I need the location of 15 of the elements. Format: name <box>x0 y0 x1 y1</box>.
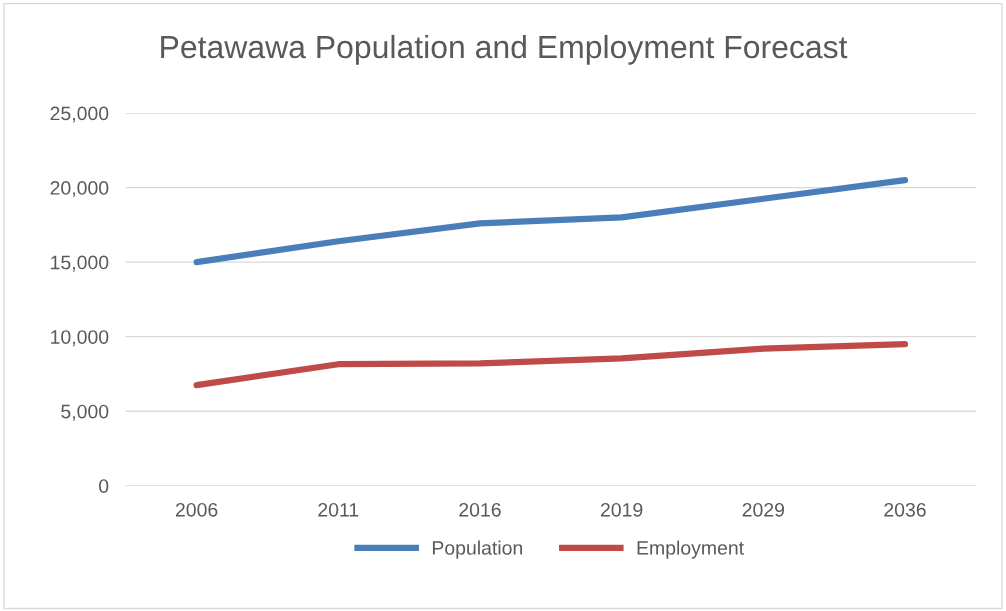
y-tick-label: 20,000 <box>50 181 109 198</box>
y-tick-label: 10,000 <box>51 330 109 347</box>
chart-title: Petawawa Population and Employment Forecast <box>161 34 848 65</box>
x-tick-label: 2006 <box>175 502 218 517</box>
y-tick-label: 5,000 <box>61 404 109 421</box>
legend-label: Population <box>432 540 522 559</box>
y-tick-label: 0 <box>99 479 109 493</box>
y-tick-label: 25,000 <box>50 106 109 123</box>
x-tick-label: 2011 <box>318 502 359 517</box>
x-tick-label: 2016 <box>459 502 501 517</box>
legend-label: Employment <box>637 540 744 559</box>
x-tick-label: 2029 <box>742 502 785 517</box>
x-tick-label: 2019 <box>600 502 643 517</box>
x-tick-label: 2036 <box>884 502 926 517</box>
y-tick-label: 15,000 <box>51 255 109 272</box>
